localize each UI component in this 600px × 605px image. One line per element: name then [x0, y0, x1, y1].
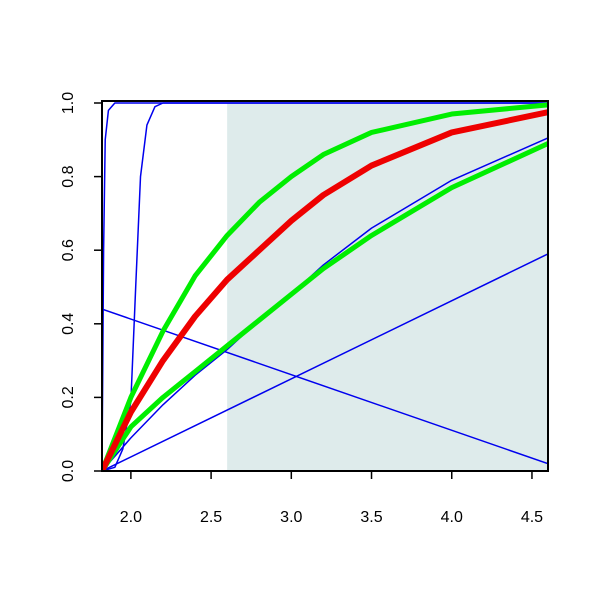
curve — [102, 141, 548, 471]
y-tick-label: 1.0 — [60, 92, 77, 114]
plot-frame — [101, 100, 549, 472]
x-tick-label: 3.5 — [360, 509, 382, 526]
y-tick-label: 0.4 — [60, 313, 77, 335]
curve — [102, 102, 548, 471]
y-tick-label: 0.6 — [60, 239, 77, 261]
curve — [102, 102, 548, 471]
plot-area — [102, 102, 548, 471]
curve — [102, 253, 548, 471]
x-tick-label: 3.0 — [280, 509, 302, 526]
x-tick-label: 2.0 — [120, 509, 142, 526]
y-tick-label: 0.0 — [60, 460, 77, 482]
x-tick-label: 4.0 — [441, 509, 463, 526]
y-tick-label: 0.2 — [60, 386, 77, 408]
x-tick-label: 4.5 — [521, 509, 543, 526]
shaded-region — [227, 103, 548, 471]
curve — [102, 308, 548, 465]
x-tick-label: 2.5 — [200, 509, 222, 526]
y-tick-label: 0.8 — [60, 165, 77, 187]
curve — [102, 109, 548, 471]
